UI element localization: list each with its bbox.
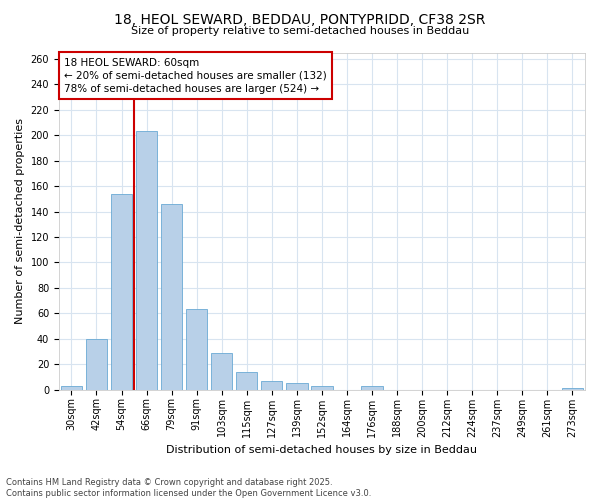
Bar bbox=[236, 372, 257, 390]
Bar bbox=[311, 386, 332, 390]
Bar bbox=[111, 194, 132, 390]
Bar bbox=[186, 310, 208, 390]
Bar bbox=[61, 386, 82, 390]
Bar bbox=[211, 353, 232, 390]
Bar bbox=[261, 380, 283, 390]
Y-axis label: Number of semi-detached properties: Number of semi-detached properties bbox=[15, 118, 25, 324]
Bar bbox=[86, 339, 107, 390]
Text: Contains HM Land Registry data © Crown copyright and database right 2025.
Contai: Contains HM Land Registry data © Crown c… bbox=[6, 478, 371, 498]
Bar bbox=[161, 204, 182, 390]
Text: 18, HEOL SEWARD, BEDDAU, PONTYPRIDD, CF38 2SR: 18, HEOL SEWARD, BEDDAU, PONTYPRIDD, CF3… bbox=[115, 12, 485, 26]
Bar bbox=[562, 388, 583, 390]
Text: 18 HEOL SEWARD: 60sqm
← 20% of semi-detached houses are smaller (132)
78% of sem: 18 HEOL SEWARD: 60sqm ← 20% of semi-deta… bbox=[64, 58, 327, 94]
Text: Size of property relative to semi-detached houses in Beddau: Size of property relative to semi-detach… bbox=[131, 26, 469, 36]
Bar bbox=[361, 386, 383, 390]
X-axis label: Distribution of semi-detached houses by size in Beddau: Distribution of semi-detached houses by … bbox=[166, 445, 478, 455]
Bar bbox=[136, 132, 157, 390]
Bar bbox=[286, 384, 308, 390]
